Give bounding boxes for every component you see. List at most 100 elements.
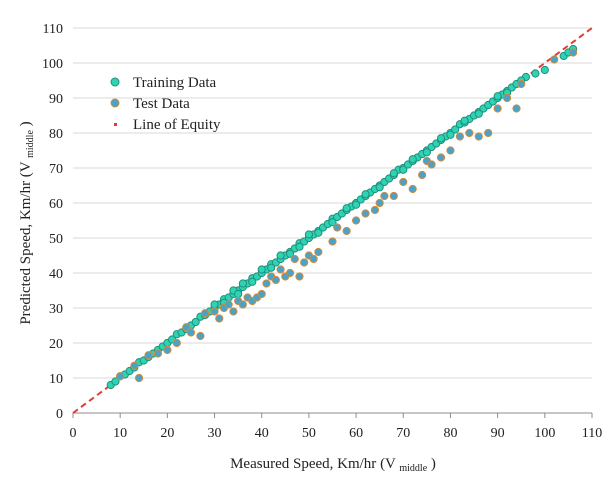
training-data-point bbox=[474, 109, 483, 118]
training-data-point bbox=[276, 251, 285, 260]
x-tick-label: 100 bbox=[534, 426, 555, 441]
legend: Training Data Test Data Line of Equity bbox=[110, 75, 221, 133]
test-data-point bbox=[163, 345, 172, 355]
training-data-point bbox=[191, 317, 200, 327]
training-data-point bbox=[295, 242, 304, 251]
y-axis-title-paren-close: ) bbox=[18, 121, 34, 126]
y-axis-title-main: Predicted Speed, Km/hr bbox=[18, 181, 34, 325]
test-data-point bbox=[172, 338, 181, 348]
legend-test-label: Test Data bbox=[133, 96, 190, 112]
training-data-points bbox=[106, 44, 578, 390]
x-tick-label: 50 bbox=[302, 426, 316, 441]
test-data-point bbox=[130, 361, 139, 370]
x-axis-title-main: Measured Speed, Km/hr bbox=[230, 456, 376, 472]
test-data-point bbox=[333, 223, 342, 232]
x-tick-label: 10 bbox=[113, 426, 127, 441]
test-data-point bbox=[229, 307, 238, 316]
test-data-points bbox=[116, 48, 578, 383]
y-tick-label: 10 bbox=[49, 372, 63, 387]
training-data-point bbox=[361, 190, 370, 199]
test-data-point bbox=[446, 146, 455, 155]
x-tick-label: 90 bbox=[491, 426, 505, 441]
test-data-point bbox=[182, 323, 191, 332]
y-tick-label: 70 bbox=[49, 162, 63, 177]
training-data-point bbox=[451, 125, 460, 134]
y-tick-label: 20 bbox=[49, 337, 63, 352]
test-data-point bbox=[271, 275, 280, 285]
legend-training-label: Training Data bbox=[133, 75, 217, 91]
x-tick-label: 40 bbox=[255, 426, 269, 441]
training-data-point bbox=[531, 69, 540, 78]
test-data-point bbox=[295, 272, 304, 281]
test-data-point bbox=[569, 48, 578, 57]
legend-test-marker bbox=[110, 98, 120, 108]
training-data-point bbox=[446, 130, 455, 139]
test-data-point bbox=[389, 191, 398, 201]
test-data-point bbox=[153, 349, 163, 358]
x-axis-title: Measured Speed, Km/hr (V middle ) bbox=[230, 456, 436, 475]
training-data-point bbox=[399, 165, 408, 174]
y-axis-title-subscript: middle bbox=[25, 130, 36, 158]
y-tick-label: 0 bbox=[56, 407, 63, 422]
test-data-point bbox=[512, 104, 521, 113]
test-data-point bbox=[370, 205, 380, 215]
training-data-point bbox=[285, 249, 295, 258]
x-axis-title-paren-open: (V bbox=[380, 456, 396, 472]
training-data-point bbox=[328, 218, 337, 227]
legend-training-marker bbox=[110, 77, 120, 87]
legend-equity-marker bbox=[114, 123, 117, 126]
test-data-point bbox=[309, 254, 318, 264]
y-tick-label: 100 bbox=[42, 57, 63, 72]
training-data-point bbox=[422, 148, 431, 157]
y-tick-label: 40 bbox=[49, 267, 63, 282]
training-data-point bbox=[493, 92, 502, 101]
test-data-point bbox=[493, 104, 502, 113]
x-tick-label: 30 bbox=[208, 426, 222, 441]
training-data-point bbox=[314, 228, 323, 237]
y-tick-label: 30 bbox=[49, 302, 63, 317]
x-axis-title-subscript: middle bbox=[399, 463, 427, 474]
test-data-point bbox=[134, 373, 144, 383]
test-data-point bbox=[436, 153, 446, 162]
x-axis-title-paren-close: ) bbox=[431, 456, 436, 472]
test-data-point bbox=[484, 128, 493, 138]
test-data-point bbox=[290, 254, 299, 264]
training-data-point bbox=[342, 204, 351, 213]
y-tick-label: 90 bbox=[49, 92, 63, 107]
training-data-point bbox=[460, 116, 469, 125]
training-data-point bbox=[210, 300, 219, 309]
test-data-point bbox=[399, 177, 408, 187]
test-data-point bbox=[262, 279, 271, 288]
x-tick-label: 110 bbox=[582, 426, 602, 441]
test-data-point bbox=[276, 265, 285, 274]
training-data-point bbox=[540, 65, 549, 75]
y-axis-title: Predicted Speed, Km/hr (V middle ) bbox=[18, 121, 37, 324]
test-data-point bbox=[427, 160, 436, 169]
test-data-point bbox=[201, 309, 210, 318]
tick-labels: 0 10 20 30 40 50 60 70 80 90 100 110 0 10 20 30 40 50 60 70… bbox=[42, 22, 602, 441]
test-data-point bbox=[328, 237, 337, 246]
training-data-point bbox=[267, 263, 276, 272]
test-data-point bbox=[342, 226, 351, 236]
test-data-point bbox=[314, 247, 323, 257]
test-data-point bbox=[285, 268, 295, 278]
test-data-point bbox=[186, 328, 196, 337]
y-axis-title-paren-open: (V bbox=[18, 161, 34, 177]
test-data-point bbox=[116, 372, 125, 381]
test-data-point bbox=[224, 300, 233, 309]
x-tick-label: 60 bbox=[349, 426, 363, 441]
x-tick-label: 80 bbox=[443, 426, 457, 441]
training-data-point bbox=[351, 200, 361, 209]
test-data-point bbox=[474, 132, 483, 141]
axes bbox=[72, 412, 593, 418]
test-data-point bbox=[361, 209, 370, 218]
training-data-point bbox=[111, 377, 120, 386]
x-tick-label: 20 bbox=[160, 426, 174, 441]
training-data-point bbox=[408, 155, 417, 164]
test-data-point bbox=[196, 331, 205, 341]
test-data-point bbox=[455, 132, 464, 141]
training-data-point bbox=[234, 289, 243, 299]
training-data-point bbox=[304, 230, 314, 239]
x-tick-label: 70 bbox=[396, 426, 410, 441]
